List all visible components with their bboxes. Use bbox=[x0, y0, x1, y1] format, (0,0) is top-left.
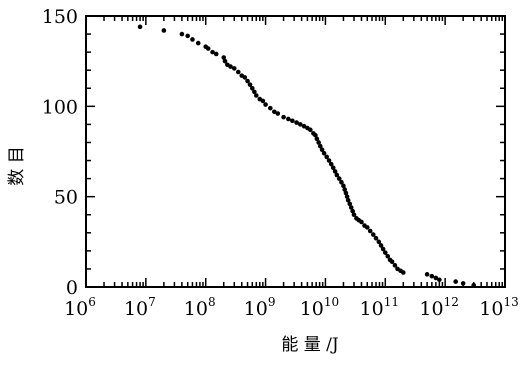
data-point bbox=[437, 277, 442, 283]
x-axis-title: 能 量 /J bbox=[281, 335, 339, 355]
data-point bbox=[313, 132, 318, 138]
data-point bbox=[231, 66, 237, 71]
y-axis-title: 数 目 bbox=[7, 146, 27, 185]
data-point bbox=[359, 219, 364, 225]
x-tick-label: 107 bbox=[124, 295, 156, 320]
data-point bbox=[339, 179, 344, 185]
data-point bbox=[205, 46, 211, 51]
data-point bbox=[319, 147, 325, 152]
data-point bbox=[272, 109, 277, 115]
plot-frame bbox=[85, 15, 506, 288]
data-point bbox=[334, 172, 340, 178]
data-point bbox=[429, 273, 435, 279]
data-point bbox=[424, 272, 430, 277]
data-point bbox=[460, 281, 466, 286]
data-point bbox=[364, 225, 370, 230]
data-point bbox=[263, 102, 268, 107]
data-point bbox=[367, 228, 373, 234]
data-point bbox=[294, 120, 299, 125]
data-point bbox=[222, 58, 228, 64]
data-point bbox=[328, 161, 334, 167]
y-tick-label: 50 bbox=[54, 187, 78, 209]
data-point bbox=[376, 239, 382, 245]
data-point bbox=[247, 82, 253, 87]
data-point bbox=[195, 40, 201, 46]
data-point bbox=[190, 37, 195, 42]
data-point bbox=[370, 232, 376, 237]
data-point bbox=[380, 246, 386, 252]
data-point bbox=[342, 187, 348, 192]
x-tick-label: 1011 bbox=[360, 295, 399, 320]
data-point bbox=[228, 64, 233, 69]
data-point bbox=[350, 208, 355, 214]
data-point bbox=[268, 105, 273, 111]
data-point bbox=[185, 33, 190, 39]
data-point bbox=[330, 165, 336, 171]
data-point bbox=[382, 250, 388, 255]
data-point bbox=[290, 118, 295, 124]
data-point bbox=[385, 253, 391, 259]
data-point bbox=[314, 136, 320, 142]
data-point bbox=[249, 85, 255, 91]
data-point bbox=[453, 279, 458, 284]
data-point bbox=[344, 194, 350, 199]
data-point bbox=[179, 31, 185, 37]
x-tick-label: 1010 bbox=[300, 295, 339, 320]
data-point bbox=[275, 111, 281, 116]
data-point bbox=[389, 259, 395, 265]
y-tick-label: 0 bbox=[66, 277, 78, 299]
x-tick-label: 109 bbox=[244, 295, 276, 320]
data-point bbox=[317, 143, 323, 149]
data-point bbox=[332, 169, 338, 174]
data-point bbox=[245, 78, 250, 84]
x-tick-label: 1012 bbox=[419, 295, 458, 320]
tick-labels: 106 107 108 109 1010 1011 1012 1013 0 50 100 150 bbox=[42, 6, 519, 320]
data-point bbox=[433, 275, 439, 281]
data-point bbox=[252, 89, 257, 95]
data-point bbox=[351, 212, 357, 218]
y-tick-label: 150 bbox=[42, 6, 78, 28]
data-point bbox=[324, 154, 329, 160]
data-point bbox=[392, 263, 398, 268]
data-points bbox=[137, 24, 477, 288]
data-point bbox=[253, 93, 259, 98]
x-tick-label: 106 bbox=[64, 295, 96, 320]
data-point bbox=[308, 127, 313, 133]
data-point bbox=[210, 49, 215, 55]
data-point bbox=[326, 158, 332, 163]
data-point bbox=[401, 270, 406, 275]
data-point bbox=[137, 24, 143, 30]
data-point bbox=[373, 235, 379, 241]
data-point bbox=[343, 190, 349, 196]
axis-ticks bbox=[85, 15, 505, 288]
data-point bbox=[242, 75, 248, 80]
data-point bbox=[378, 243, 384, 248]
data-point bbox=[260, 98, 266, 104]
data-point bbox=[345, 197, 351, 203]
data-point bbox=[161, 28, 167, 33]
data-point bbox=[297, 122, 303, 127]
data-point bbox=[348, 205, 354, 210]
data-point bbox=[213, 51, 219, 57]
x-tick-label: 1013 bbox=[479, 295, 518, 320]
data-point bbox=[286, 116, 291, 122]
y-tick-label: 100 bbox=[42, 96, 78, 118]
data-point bbox=[235, 69, 241, 75]
x-tick-label: 108 bbox=[184, 295, 216, 320]
data-point bbox=[316, 140, 321, 145]
data-point bbox=[221, 55, 227, 60]
data-point bbox=[281, 114, 286, 120]
data-point bbox=[336, 176, 342, 181]
data-point bbox=[321, 151, 327, 156]
data-point bbox=[341, 183, 346, 189]
data-point bbox=[347, 201, 353, 207]
